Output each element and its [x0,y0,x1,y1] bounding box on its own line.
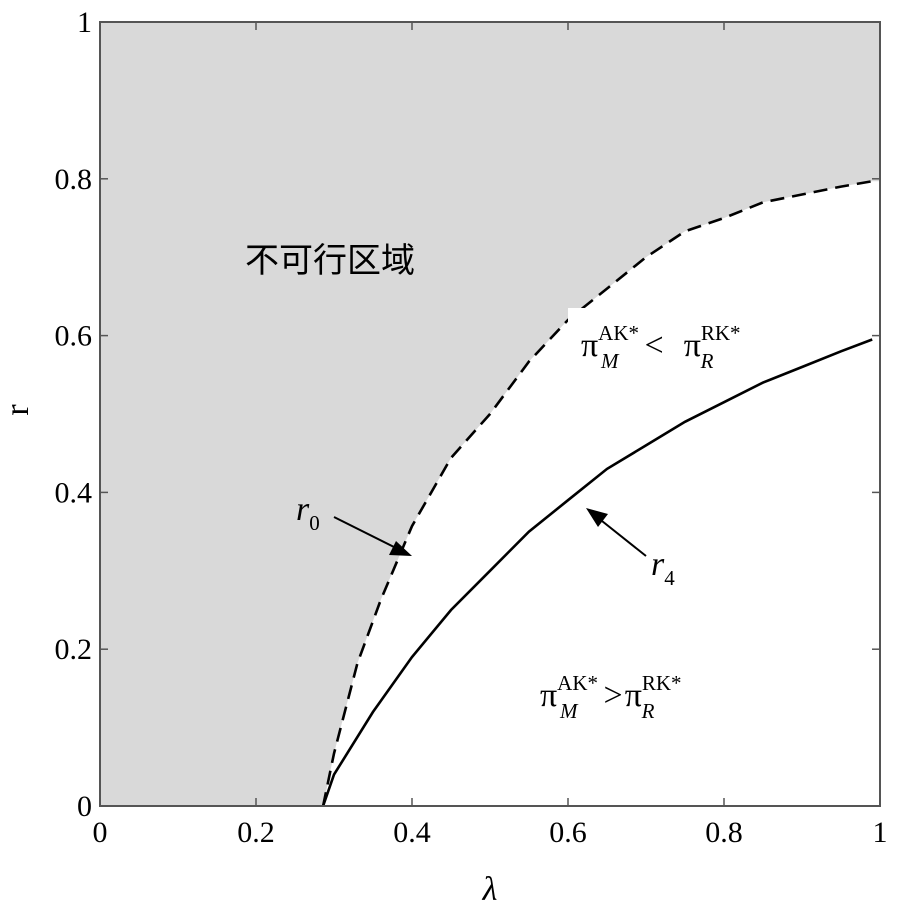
svg-text:πAK*M>πRK*R: πAK* M >πRK* R [540,671,682,723]
subscript-r: R [700,349,714,373]
y-axis-label: r [0,404,36,416]
x-tick-label: 0 [93,816,108,849]
r4-arrow-head [586,508,608,527]
y-tick-label: 1 [77,6,92,39]
superscript-rk: RK* [642,671,682,695]
pi-symbol: π [581,327,598,364]
pi-symbol: π [684,327,701,364]
lower-inequality: πAK* M >πRK* R [540,671,682,723]
less-than-symbol: < [645,327,664,364]
r4-subscript: 4 [664,566,675,590]
curve-r4 [321,338,873,807]
greater-than-symbol: > [604,677,623,714]
pi-symbol: π [625,677,642,714]
subscript-m: M [559,699,579,723]
x-tick-label: 0.8 [705,816,743,849]
r0-arrow-line [333,516,395,548]
superscript-ak: AK* [557,671,598,695]
subscript-m: M [600,349,620,373]
svg-text:πAK*M<πRK*R: πAK* M < πRK* R [581,321,741,373]
r4-arrow-line [601,520,647,557]
y-tick-label: 0.2 [55,633,93,666]
r4-annotation: r4 [586,508,675,590]
r0-subscript: 0 [309,511,320,535]
x-axis-label: λ [482,871,498,908]
svg-text:r0: r0 [296,491,320,535]
y-tick-label: 0 [77,790,92,823]
upper-inequality: πAK* M < πRK* R [568,308,741,373]
r0-annotation: r0 [296,491,412,556]
superscript-rk: RK* [701,321,741,345]
upper-label-background [568,308,610,332]
y-tick-label: 0.8 [55,163,93,196]
svg-text:r4: r4 [651,546,675,590]
x-tick-label: 1 [873,816,888,849]
superscript-ak: AK* [598,321,639,345]
x-tick-label: 0.2 [237,816,275,849]
y-tick-label: 0.4 [55,476,93,509]
plot-frame [99,21,881,807]
y-tick-label: 0.6 [55,320,93,353]
infeasible-region-label: 不可行区域 [245,241,415,281]
subscript-r: R [641,699,655,723]
x-tick-label: 0.4 [393,816,431,849]
r0-label: r [296,491,310,528]
r4-label: r [651,546,665,583]
tick-layer: 0 0.2 0.4 0.6 0.8 1 0 0.2 0.4 0.6 0.8 1 [55,6,888,849]
r0-arrow-head [389,541,412,556]
pi-symbol: π [540,677,557,714]
x-tick-label: 0.6 [549,816,587,849]
